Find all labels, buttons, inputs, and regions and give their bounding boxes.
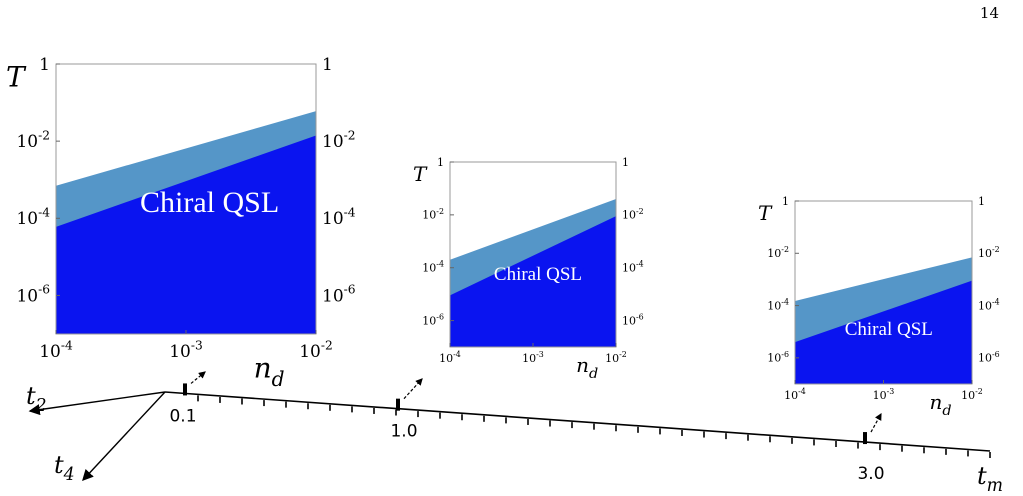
x-tick-label: 10-2: [605, 350, 627, 365]
phase-plot-2: 10-6 10-4 10-2 1 10-6 10-4 10-2 1 10-4 10-3 10-2 Tn…: [413, 156, 644, 382]
x-tick-label: 10-2: [299, 338, 333, 362]
tm-pointer-arrow: [870, 412, 882, 433]
x-tick-label: 10-4: [439, 350, 461, 365]
x-tick-label: 10-3: [522, 350, 544, 365]
chiral-qsl-region: [56, 135, 316, 334]
y-tick-label-right: 10-4: [322, 206, 356, 230]
y-tick-label-left: 1: [39, 55, 50, 75]
y-tick-label-right: 10-4: [978, 297, 1000, 312]
t4-axis-arrow: [82, 391, 166, 482]
y-tick-label-left: 10-2: [422, 207, 444, 222]
tm-tick-label: 0.1: [169, 406, 196, 426]
tm-axis-line: [164, 391, 991, 452]
phase-plot-3: 10-6 10-4 10-2 1 10-6 10-4 10-2 1 10-4 10-3 10-2 Tn…: [758, 195, 1000, 419]
y-tick-label-left: 10-6: [767, 350, 789, 365]
y-tick-label-right: 10-2: [978, 245, 1000, 260]
chiral-qsl-region: [450, 216, 616, 347]
y-tick-label-left: 1: [782, 195, 789, 208]
phase-plot-1: 10-6 10-4 10-2 1 10-6 10-4 10-2 1 10-4 10-3 10-2 Tn…: [6, 55, 356, 391]
x-axis-title: nd: [576, 353, 598, 382]
t2-axis-arrow: [28, 391, 166, 416]
y-tick-label-left: 10-4: [767, 297, 789, 312]
x-tick-label: 10-2: [961, 387, 983, 402]
chiral-qsl-annotation: Chiral QSL: [845, 319, 933, 340]
x-axis-title: nd: [254, 351, 285, 390]
tm-major-tick: [396, 398, 400, 411]
chiral-qsl-region: [795, 280, 972, 384]
tm-major-tick: [863, 432, 867, 445]
y-tick-label-right: 10-6: [322, 283, 356, 307]
y-tick-label-left: 10-6: [422, 312, 444, 327]
y-tick-label-left: 10-2: [767, 245, 789, 260]
chiral-qsl-annotation: Chiral QSL: [494, 264, 582, 285]
y-tick-label-left: 1: [437, 156, 444, 169]
x-tick-label: 10-4: [39, 338, 73, 362]
y-axis-title: T: [6, 60, 27, 93]
y-axis-title: T: [758, 201, 773, 225]
parameter-axes-layer: 0.1 1.0 3.0 tm t2 t4: [26, 371, 1003, 496]
x-axis-title: nd: [930, 390, 952, 419]
y-tick-label-right: 1: [978, 195, 985, 208]
tm-tick-label: 1.0: [390, 422, 417, 442]
y-tick-label-right: 10-6: [978, 350, 1000, 365]
y-tick-label-left: 10-6: [16, 283, 50, 307]
y-tick-label-left: 10-4: [16, 206, 50, 230]
y-tick-label-right: 10-4: [622, 260, 644, 275]
plots-layer: 10-6 10-4 10-2 1 10-6 10-4 10-2 1 10-4 10-3 10-2 Tn…: [6, 55, 1000, 419]
y-tick-label-right: 10-2: [322, 128, 356, 152]
t2-axis-label: t2: [26, 382, 47, 416]
page-number: 14: [979, 4, 999, 22]
y-tick-label-left: 10-2: [16, 128, 50, 152]
chiral-qsl-annotation: Chiral QSL: [140, 186, 279, 219]
tm-major-tick: [183, 383, 187, 396]
y-tick-label-right: 10-2: [622, 207, 644, 222]
x-tick-label: 10-4: [784, 387, 806, 402]
tm-pointer-arrow: [190, 371, 206, 384]
y-axis-title: T: [413, 162, 428, 186]
tm-tick-label: 3.0: [857, 464, 884, 484]
y-tick-label-right: 1: [322, 55, 333, 75]
y-tick-label-right: 1: [622, 156, 629, 169]
y-tick-label-left: 10-4: [422, 260, 444, 275]
tm-pointer-arrow: [403, 378, 423, 400]
tm-axis-label: tm: [977, 462, 1003, 496]
y-tick-label-right: 10-6: [622, 312, 644, 327]
t4-axis-label: t4: [54, 451, 75, 485]
x-tick-label: 10-3: [873, 387, 895, 402]
x-tick-label: 10-3: [169, 338, 203, 362]
